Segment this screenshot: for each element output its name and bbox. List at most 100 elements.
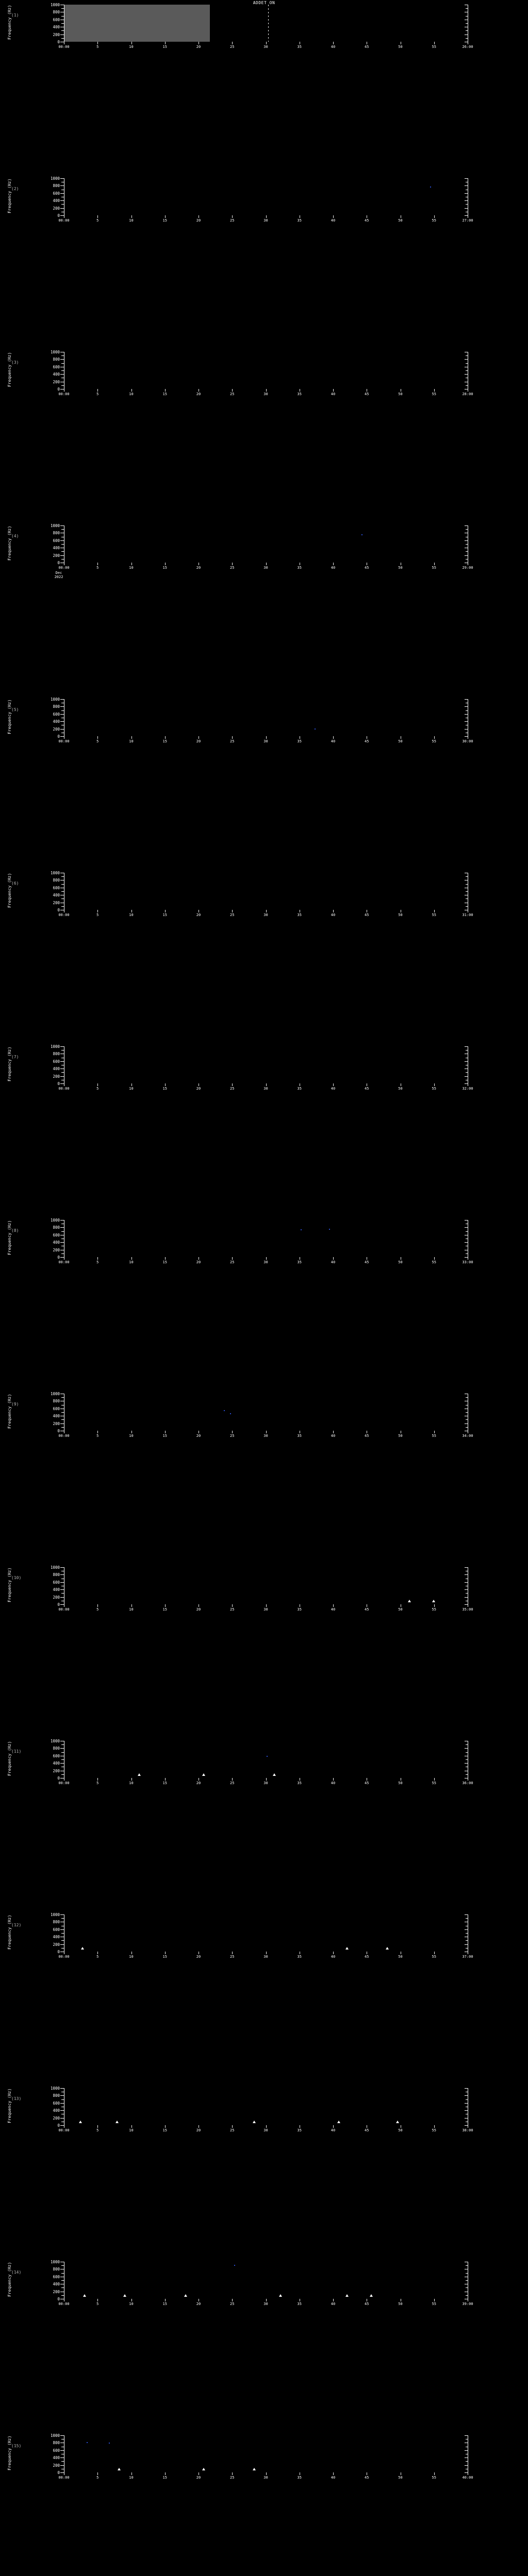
- x-tick-label: 20: [196, 913, 201, 917]
- event-marker-triangle[interactable]: [345, 2294, 349, 2297]
- x-tick: [333, 563, 334, 565]
- spectrogram-panel[interactable]: (15) Frequency (Hz) 0 200 400 600 800 1000 00:00…: [0, 2433, 528, 2480]
- y-tick-label: 1000: [50, 1912, 60, 1917]
- event-marker-triangle[interactable]: [202, 1773, 206, 1776]
- x-tick-label: 20: [196, 1087, 201, 1091]
- spectrogram-panel[interactable]: (11) Frequency (Hz) 0 200 400 600 800 1000 00:00…: [0, 1739, 528, 1785]
- x-tick-label: 25: [230, 566, 235, 570]
- spectrogram-panel[interactable]: (13) Frequency (Hz) 0 200 400 600 800 1000 00:00…: [0, 2086, 528, 2132]
- event-marker-triangle[interactable]: [184, 2294, 187, 2297]
- plot-area[interactable]: [64, 1220, 468, 1257]
- y-tick-right: [465, 1567, 468, 1568]
- event-marker-triangle[interactable]: [432, 1600, 436, 1603]
- spectrogram-panel[interactable]: (10) Frequency (Hz) 0 200 400 600 800 1000 00:00…: [0, 1565, 528, 1612]
- detection-point[interactable]: [234, 2264, 235, 2266]
- event-marker-triangle[interactable]: [395, 2121, 399, 2124]
- x-tick-label: 30: [263, 2128, 268, 2132]
- y-tick-right: [465, 208, 468, 209]
- spectrogram-panel[interactable]: (12) Frequency (Hz) 0 200 400 600 800 1000 00:00…: [0, 1912, 528, 1959]
- event-marker-triangle[interactable]: [386, 1947, 389, 1950]
- x-tick-label: 40: [331, 2302, 336, 2306]
- y-tick-right: [465, 2472, 468, 2473]
- plot-area[interactable]: [64, 2435, 468, 2472]
- event-marker-triangle[interactable]: [137, 1773, 141, 1776]
- event-marker-triangle[interactable]: [345, 1947, 349, 1950]
- plot-area[interactable]: [64, 873, 468, 910]
- detection-point[interactable]: [266, 1755, 268, 1757]
- x-tick-label: 15: [162, 1781, 167, 1785]
- detection-point[interactable]: [230, 1413, 232, 1415]
- plot-area[interactable]: [64, 352, 468, 389]
- detection-point[interactable]: [430, 187, 431, 188]
- x-tick-label: 45: [365, 1260, 369, 1264]
- y-tick-right: [465, 200, 468, 201]
- event-marker-triangle[interactable]: [123, 2294, 127, 2297]
- x-tick-label: 20: [196, 1260, 201, 1264]
- x-tick: [266, 1431, 267, 1433]
- detection-point[interactable]: [87, 2442, 88, 2444]
- y-tick-minor: [61, 2273, 64, 2274]
- event-marker-triangle[interactable]: [278, 2294, 282, 2297]
- x-tick-label: 30: [263, 2302, 268, 2306]
- event-marker-triangle[interactable]: [370, 2294, 373, 2297]
- spectrogram-panel[interactable]: (4) Frequency (Hz) 0 200 400 600 800 1000 00:00 5…: [0, 523, 528, 579]
- plot-area[interactable]: [64, 1394, 468, 1431]
- spectrogram-panel[interactable]: (6) Frequency (Hz) 0 200 400 600 800 1000 00:00 5…: [0, 871, 528, 917]
- plot-area[interactable]: [64, 2088, 468, 2125]
- event-marker-triangle[interactable]: [83, 2294, 87, 2297]
- y-tick-right: [465, 736, 468, 737]
- spectrogram-panel[interactable]: (8) Frequency (Hz) 0 200 400 600 800 1000 00:00 5…: [0, 1218, 528, 1264]
- spectrogram-panel[interactable]: (3) Frequency (Hz) 0 200 400 600 800 1000 00:00 5…: [0, 350, 528, 396]
- x-tick: [266, 2472, 267, 2475]
- event-marker-triangle[interactable]: [115, 2121, 119, 2124]
- detection-point[interactable]: [315, 728, 316, 730]
- event-marker-triangle[interactable]: [408, 1599, 411, 1602]
- y-tick-right: [465, 1220, 468, 1221]
- event-marker-triangle[interactable]: [273, 1773, 276, 1776]
- figure-title: ADDET_ON: [253, 1, 275, 5]
- plot-area[interactable]: [64, 1741, 468, 1778]
- event-marker-triangle[interactable]: [253, 2121, 256, 2124]
- event-marker-triangle[interactable]: [253, 2468, 256, 2471]
- x-tick-label: 30: [263, 566, 268, 570]
- x-tick-label: 00:00: [58, 1781, 70, 1785]
- detection-point[interactable]: [361, 534, 362, 535]
- detection-point[interactable]: [109, 2443, 110, 2444]
- event-marker-triangle[interactable]: [337, 2121, 341, 2124]
- x-tick-label: 25: [230, 1260, 235, 1264]
- plot-area[interactable]: [64, 2262, 468, 2299]
- spectrogram-panel[interactable]: (1) Frequency (Hz) 0 200 400 600 800 1000 00:00 5…: [0, 3, 528, 49]
- y-tick-right: [465, 1582, 468, 1583]
- detection-point[interactable]: [224, 1410, 225, 1412]
- detection-point[interactable]: [301, 1229, 302, 1230]
- detection-point[interactable]: [328, 1229, 330, 1230]
- spectrogram-panel[interactable]: (7) Frequency (Hz) 0 200 400 600 800 1000 00:00 5…: [0, 1044, 528, 1091]
- y-tick-minor: [61, 2265, 64, 2266]
- date-label-line: 2022: [54, 575, 63, 579]
- plot-area[interactable]: [64, 526, 468, 563]
- x-tick: [97, 1431, 98, 1433]
- x-tick-label: 45: [365, 739, 369, 743]
- y-tick-minor: [61, 1231, 64, 1232]
- plot-area[interactable]: [64, 178, 468, 215]
- x-tick: [97, 215, 98, 218]
- spectrogram-panel[interactable]: (5) Frequency (Hz) 0 200 400 600 800 1000 00:00 5…: [0, 697, 528, 743]
- event-marker-triangle[interactable]: [79, 2121, 82, 2124]
- event-marker-triangle[interactable]: [202, 2468, 206, 2471]
- x-tick: [164, 910, 166, 912]
- spectrogram-panel[interactable]: (2) Frequency (Hz) 0 200 400 600 800 1000 00:00 5…: [0, 176, 528, 223]
- x-tick: [97, 1083, 98, 1086]
- event-marker-triangle[interactable]: [81, 1947, 85, 1950]
- spectrogram-panel[interactable]: (14) Frequency (Hz) 0 200 400 600 800 1000 00:00…: [0, 2260, 528, 2306]
- plot-area[interactable]: [64, 699, 468, 736]
- x-tick: [97, 389, 98, 392]
- plot-area[interactable]: [64, 1567, 468, 1604]
- x-tick-label: 25: [230, 913, 235, 917]
- x-tick-label: 30: [263, 1087, 268, 1091]
- event-marker-triangle[interactable]: [117, 2468, 121, 2471]
- spectrogram-panel[interactable]: (9) Frequency (Hz) 0 200 400 600 800 1000 00:00 5…: [0, 1392, 528, 1438]
- x-tick: [434, 1778, 435, 1781]
- plot-area[interactable]: [64, 5, 468, 42]
- plot-area[interactable]: [64, 1046, 468, 1083]
- plot-area[interactable]: [64, 1914, 468, 1952]
